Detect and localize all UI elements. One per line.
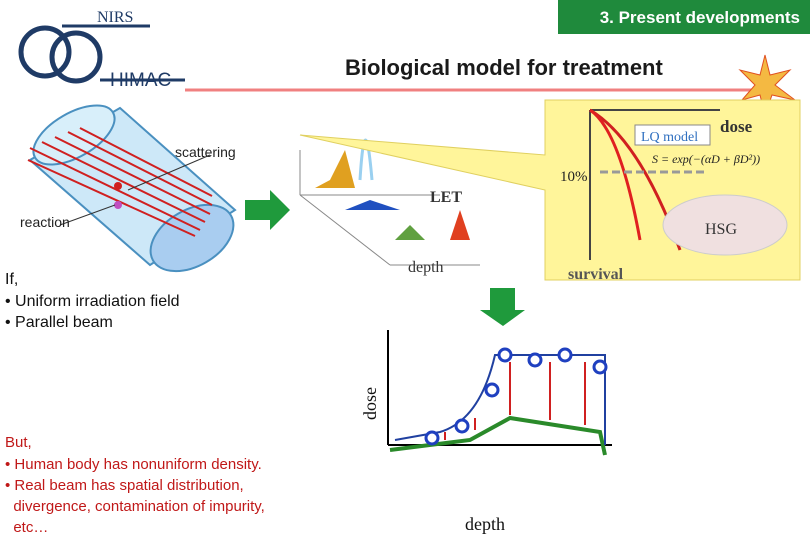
y-axis-label: dose bbox=[360, 387, 380, 420]
label: 10% bbox=[560, 169, 588, 185]
label: scattering bbox=[175, 144, 236, 160]
label: depth bbox=[408, 259, 444, 276]
facility: HIMAC bbox=[110, 70, 171, 91]
text: • Real beam has spatial distribution, bbox=[5, 477, 244, 494]
label: dose bbox=[720, 117, 753, 136]
arrow bbox=[245, 190, 290, 230]
points bbox=[424, 347, 608, 446]
phantom bbox=[27, 104, 237, 273]
section-box bbox=[558, 0, 810, 34]
text: If, bbox=[5, 271, 18, 288]
let-spectra bbox=[299, 138, 480, 266]
text: • Uniform irradiation field bbox=[5, 293, 180, 310]
arrow bbox=[480, 288, 525, 326]
curve bbox=[589, 108, 642, 241]
bars bbox=[444, 362, 586, 440]
label: LQ model bbox=[641, 130, 698, 145]
pointer bbox=[127, 154, 211, 191]
text: divergence, contamination of impurity, bbox=[5, 498, 265, 515]
title: Biological model for treatment bbox=[345, 55, 663, 80]
formula: S = exp(−(αD + βD²)) bbox=[652, 152, 760, 166]
label: LET bbox=[430, 189, 462, 206]
label: HSG bbox=[705, 221, 737, 238]
text: • Human body has nonuniform density. bbox=[5, 456, 262, 473]
org: NIRS bbox=[97, 9, 133, 26]
text: etc… bbox=[5, 519, 48, 536]
x-axis-label: depth bbox=[465, 514, 505, 534]
pointer bbox=[59, 204, 116, 226]
curve bbox=[394, 354, 606, 445]
label: reaction bbox=[20, 214, 70, 230]
logo bbox=[18, 24, 185, 84]
text: But, bbox=[5, 434, 32, 451]
curve bbox=[389, 415, 607, 456]
text: • Parallel beam bbox=[5, 314, 113, 331]
lq-box bbox=[634, 124, 711, 146]
dish bbox=[662, 194, 788, 256]
label: survival bbox=[568, 266, 624, 283]
section: 3. Present developments bbox=[600, 8, 800, 27]
